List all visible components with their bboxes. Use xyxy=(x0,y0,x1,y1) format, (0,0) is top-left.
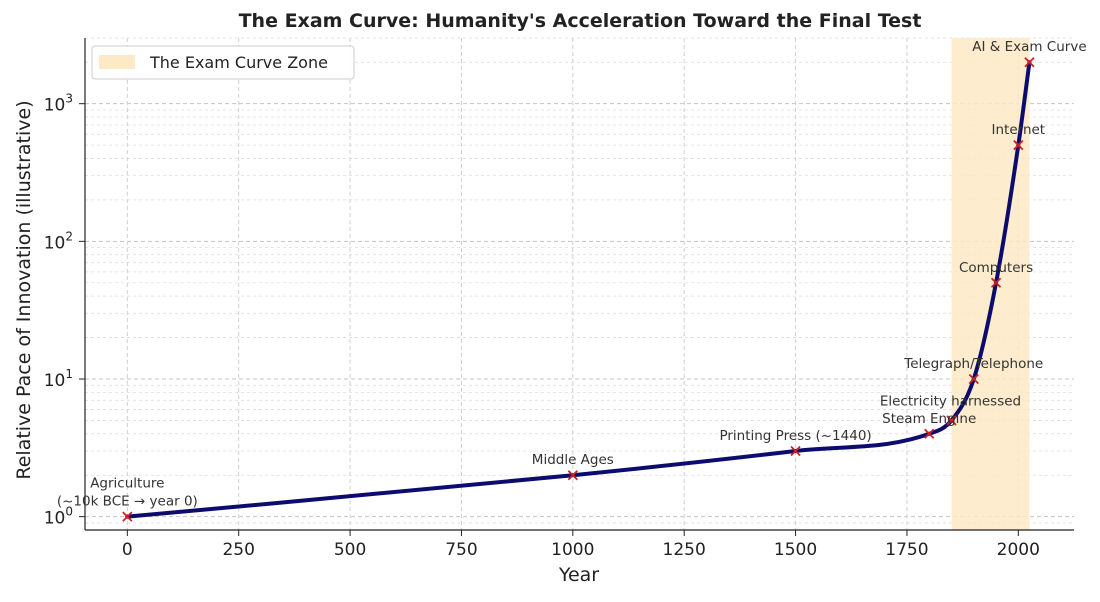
annotation-label: Telegraph/Telephone xyxy=(903,356,1043,372)
y-tick-label: 102 xyxy=(44,229,73,253)
annotation-label: Steam Engine xyxy=(882,411,976,427)
y-tick-label: 101 xyxy=(44,367,73,391)
x-tick-label: 0 xyxy=(122,540,133,560)
annotation-label: AI & Exam Curve xyxy=(972,39,1086,55)
y-axis-label: Relative Pace of Innovation (illustrativ… xyxy=(13,100,35,479)
axes xyxy=(84,38,1074,531)
data-point-marker xyxy=(567,470,578,481)
data-point-marker xyxy=(1024,57,1035,68)
annotation-label: Computers xyxy=(959,260,1033,276)
x-tick-label: 1500 xyxy=(774,540,817,560)
data-point-marker xyxy=(946,415,957,426)
data-point-marker xyxy=(1013,139,1024,151)
y-tick-label: 103 xyxy=(44,92,73,116)
exam-curve-zone xyxy=(951,38,1030,530)
x-tick-label: 1000 xyxy=(551,540,594,560)
series xyxy=(125,60,1032,519)
data-point-marker xyxy=(122,511,133,522)
ticks: 100 101 102 103 0 250 500 750 1000 1250 1500 1750 20… xyxy=(44,92,1040,560)
data-point-marker xyxy=(790,445,801,457)
data-point-marker xyxy=(990,277,1002,288)
x-tick-label: 250 xyxy=(222,540,254,560)
legend: The Exam Curve Zone xyxy=(91,45,355,80)
y-tick-label: 100 xyxy=(44,505,73,529)
x-tick-label: 1250 xyxy=(663,540,706,560)
series-line xyxy=(125,60,1032,519)
markers xyxy=(122,57,1035,522)
x-axis-label: Year xyxy=(558,564,599,586)
annotation-label: Electricity harnessed xyxy=(880,393,1021,409)
annotation-label: Printing Press (~1440) xyxy=(719,428,871,444)
x-tick-label: 750 xyxy=(445,540,477,560)
chart-title: The Exam Curve: Humanity's Acceleration … xyxy=(239,10,922,32)
zone-band xyxy=(951,38,1030,530)
annotations: Agriculture (~10k BCE → year 0) Middle Age… xyxy=(57,39,1087,509)
annotation-label: (~10k BCE → year 0) xyxy=(57,494,198,510)
data-point-marker xyxy=(924,428,935,439)
x-tick-label: 2000 xyxy=(997,540,1040,560)
legend-swatch xyxy=(99,55,135,69)
legend-box xyxy=(91,45,355,80)
grid xyxy=(85,37,1074,531)
x-tick-label: 1750 xyxy=(885,540,928,560)
annotation-label: Internet xyxy=(992,122,1046,138)
annotation-label: Agriculture xyxy=(90,476,164,492)
data-point-marker xyxy=(968,373,979,385)
annotation-label: Middle Ages xyxy=(532,452,614,468)
x-tick-label: 500 xyxy=(334,540,366,560)
legend-label: The Exam Curve Zone xyxy=(149,53,328,72)
